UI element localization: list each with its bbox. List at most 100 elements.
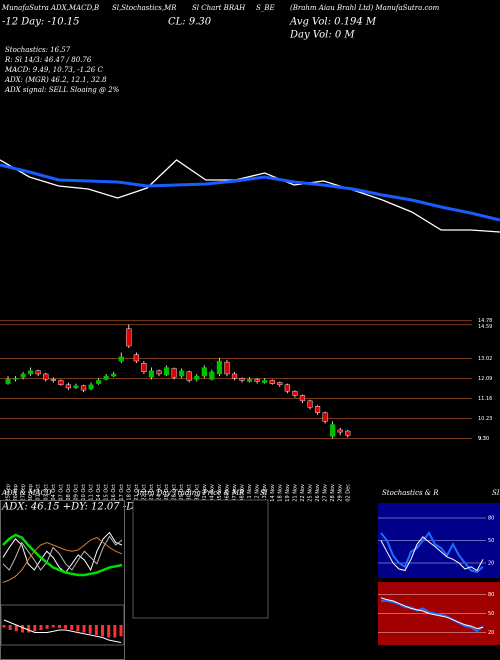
- macd-bar: [113, 625, 117, 638]
- y-tick-label: 13.02: [478, 356, 492, 362]
- candle-body: [254, 379, 260, 382]
- indicator-line: [380, 597, 484, 630]
- header-tags: Sl Chart BRAH: [192, 4, 246, 12]
- x-tick-label: 06 Nov: [224, 484, 230, 502]
- indicator-line: [381, 599, 484, 633]
- macd-bar: [39, 625, 43, 630]
- moving-average-line: [0, 159, 500, 233]
- x-tick-label: 17 Oct: [119, 484, 125, 501]
- candle-body: [156, 370, 162, 375]
- candle-body: [209, 371, 215, 380]
- candle-body: [246, 379, 253, 382]
- macd-bar: [45, 625, 49, 629]
- x-tick-label: 27 Nov: [323, 484, 329, 502]
- candle-body: [20, 373, 26, 378]
- panel-frame: [132, 499, 269, 619]
- x-tick-label: 27 Sep: [21, 484, 27, 501]
- x-tick-label: 03 Oct: [43, 484, 49, 501]
- candle-body: [35, 370, 41, 375]
- y-tick-label: 10.23: [478, 416, 492, 422]
- header-tags: S_BE: [256, 4, 275, 12]
- x-tick-label: 14 Nov: [270, 484, 276, 502]
- y-tick-label: 20: [488, 561, 494, 567]
- x-tick-label: 02 Dec: [345, 484, 351, 502]
- stat: R: Sl 14/3: 46.47 / 80.76: [4, 56, 92, 64]
- avg-volume: Avg Vol: 0.194 M: [289, 17, 377, 28]
- macd-bar: [119, 625, 123, 637]
- macd-bar: [27, 625, 31, 633]
- candle-body: [201, 367, 207, 377]
- candle-body: [216, 360, 223, 375]
- candle-body: [65, 384, 72, 389]
- macd-bar: [70, 625, 74, 630]
- stat: MACD: 9.49, 10.73, -1.26 C: [4, 66, 103, 74]
- x-tick-label: 04 Oct: [51, 484, 57, 501]
- macd-bar: [107, 625, 111, 638]
- x-tick-label: 26 Nov: [315, 484, 321, 502]
- indicator-line: [380, 536, 484, 572]
- candle-body: [337, 429, 343, 433]
- x-tick-label: 29 Nov: [338, 484, 344, 502]
- candle-body: [292, 390, 298, 396]
- candle-body: [269, 380, 275, 384]
- candle-body: [194, 375, 200, 380]
- candle-body: [224, 361, 230, 375]
- candle-body: [95, 380, 102, 384]
- candle-body: [307, 400, 313, 408]
- candle-body: [111, 373, 117, 377]
- panel-subtitle: ADX: 46.15 +DY: 12.07 -DY: 32.76: [1, 502, 175, 513]
- candle-body: [28, 370, 34, 375]
- candle-body: [73, 385, 79, 389]
- candle-body: [277, 382, 283, 385]
- x-tick-label: 25 Sep: [6, 484, 12, 501]
- x-tick-label: 07 Oct: [58, 484, 64, 501]
- candle-body: [330, 424, 336, 437]
- panel-frame: [0, 604, 125, 646]
- y-tick-label: 20: [488, 630, 494, 636]
- candle-body: [163, 367, 170, 376]
- x-tick-label: 09 Oct: [73, 484, 79, 501]
- candle-body: [148, 370, 155, 378]
- x-tick-label: 31 Oct: [194, 484, 200, 501]
- macd-bar: [2, 625, 6, 628]
- candle-body: [58, 380, 64, 385]
- x-tick-label: 28 Oct: [172, 484, 178, 501]
- macd-bar: [14, 625, 18, 632]
- indicator-line: [2, 535, 123, 571]
- y-tick-label: 11.16: [478, 396, 492, 402]
- stat: ADX: (MGR) 46.2, 12.1, 32.8: [4, 76, 107, 84]
- macd-bar: [33, 625, 37, 632]
- x-tick-label: 14 Oct: [96, 484, 102, 501]
- candle-body: [179, 370, 185, 377]
- close-price: CL: 9.30: [168, 17, 212, 28]
- macd-line: [3, 619, 122, 643]
- y-tick-label: 50: [488, 611, 494, 617]
- y-tick-label: 14.59: [478, 324, 492, 330]
- y-tick-label: 12.09: [478, 376, 492, 382]
- panel-subtitle: SI: [260, 489, 268, 497]
- y-tick-label: 9.30: [478, 436, 489, 442]
- macd-bar: [57, 625, 61, 628]
- x-tick-label: 30 Sep: [28, 484, 34, 501]
- y-tick-label: 9.3: [478, 436, 486, 442]
- candle-body: [141, 363, 147, 373]
- stat: ADX signal: SELL Sloaing @ 2%: [4, 86, 120, 94]
- x-tick-label: 25 Nov: [308, 484, 314, 502]
- macd-bar: [51, 625, 55, 628]
- x-tick-label: 10 Oct: [81, 484, 87, 501]
- candle-body: [262, 380, 268, 383]
- x-tick-label: 01 Oct: [36, 484, 42, 501]
- x-tick-label: 21 Oct: [134, 484, 140, 501]
- candle-body: [322, 412, 328, 422]
- candle-body: [345, 430, 351, 436]
- x-tick-label: 05 Nov: [217, 484, 223, 502]
- x-tick-label: 13 Nov: [262, 484, 268, 502]
- panel-title: Stochastics & R: [382, 489, 439, 497]
- x-tick-label: 21 Nov: [292, 484, 298, 502]
- x-tick-label: 26 Sep: [13, 484, 19, 501]
- candle-body: [133, 354, 139, 362]
- macd-bar: [8, 625, 12, 630]
- candle-body: [88, 384, 94, 390]
- x-tick-label: 22 Oct: [141, 484, 147, 501]
- candle-body: [126, 328, 132, 347]
